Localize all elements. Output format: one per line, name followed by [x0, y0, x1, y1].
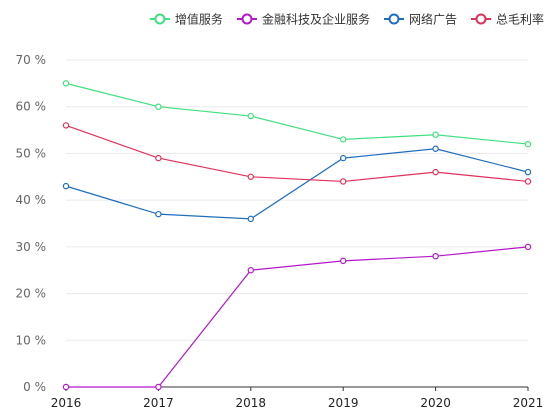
data-point[interactable] — [247, 215, 254, 223]
data-point[interactable] — [340, 154, 347, 162]
data-point[interactable] — [62, 383, 70, 391]
x-tick-label: 2016 — [51, 396, 82, 410]
legend-marker-icon — [154, 13, 166, 25]
data-point[interactable] — [247, 112, 254, 120]
y-tick-label: 30 % — [16, 240, 47, 254]
data-point[interactable] — [155, 103, 162, 110]
legend-label: 金融科技及企业服务 — [262, 12, 370, 27]
data-point[interactable] — [62, 182, 70, 190]
axes: 0 % 10 % 20 % 30 % 40 % 50 % 60 % 70 % 2016 2017 2… — [16, 53, 544, 410]
x-tick-label: 2017 — [143, 396, 174, 410]
legend-item[interactable]: 网络广告 — [384, 12, 457, 27]
y-tick-label: 0 % — [23, 380, 46, 394]
data-point[interactable] — [524, 243, 532, 251]
series-line — [66, 246, 529, 388]
x-tick-label: 2021 — [513, 396, 544, 410]
data-point[interactable] — [432, 253, 439, 260]
legend[interactable]: 增值服务 金融科技及企业服务 网络广告 总毛利率 — [149, 12, 544, 27]
series-3 — [62, 122, 532, 185]
legend-label: 网络广告 — [409, 12, 457, 27]
legend-marker-icon — [241, 13, 253, 25]
data-point[interactable] — [155, 154, 162, 162]
data-point[interactable] — [340, 178, 347, 185]
legend-marker-icon — [475, 13, 487, 25]
data-point[interactable] — [62, 80, 70, 87]
legend-label: 总毛利率 — [496, 12, 544, 27]
y-tick-label: 70 % — [16, 53, 47, 67]
data-point[interactable] — [340, 257, 347, 265]
x-tick-label: 2018 — [236, 396, 267, 410]
y-tick-label: 40 % — [16, 193, 47, 207]
data-point[interactable] — [432, 168, 439, 176]
data-point[interactable] — [62, 122, 70, 129]
data-point[interactable] — [155, 383, 162, 391]
grid — [66, 59, 528, 341]
series-line — [65, 148, 529, 220]
data-point[interactable] — [155, 210, 162, 218]
legend-item[interactable]: 增值服务 — [149, 12, 223, 27]
data-point[interactable] — [247, 173, 254, 180]
legend-item[interactable]: 总毛利率 — [471, 12, 544, 27]
series-2 — [62, 145, 532, 223]
y-tick-label: 20 % — [16, 287, 47, 301]
legend-item[interactable]: 金融科技及企业服务 — [237, 12, 370, 27]
data-point[interactable] — [524, 140, 532, 148]
y-tick-label: 50 % — [16, 146, 47, 160]
legend-label: 增值服务 — [175, 12, 223, 27]
data-point[interactable] — [247, 267, 254, 274]
series-1 — [62, 243, 532, 391]
y-tick-label: 60 % — [16, 100, 47, 114]
legend-marker-icon — [388, 13, 400, 25]
data-point[interactable] — [524, 178, 532, 185]
series-line — [65, 82, 529, 145]
x-tick-label: 2019 — [328, 396, 359, 410]
x-tick-label: 2020 — [420, 396, 451, 410]
data-point[interactable] — [432, 131, 439, 138]
data-point[interactable] — [340, 136, 347, 143]
data-point[interactable] — [432, 145, 439, 152]
y-tick-label: 10 % — [16, 333, 47, 347]
series-0 — [62, 80, 532, 148]
series-lines — [62, 80, 532, 391]
data-point[interactable] — [524, 168, 532, 176]
series-line — [65, 124, 529, 183]
